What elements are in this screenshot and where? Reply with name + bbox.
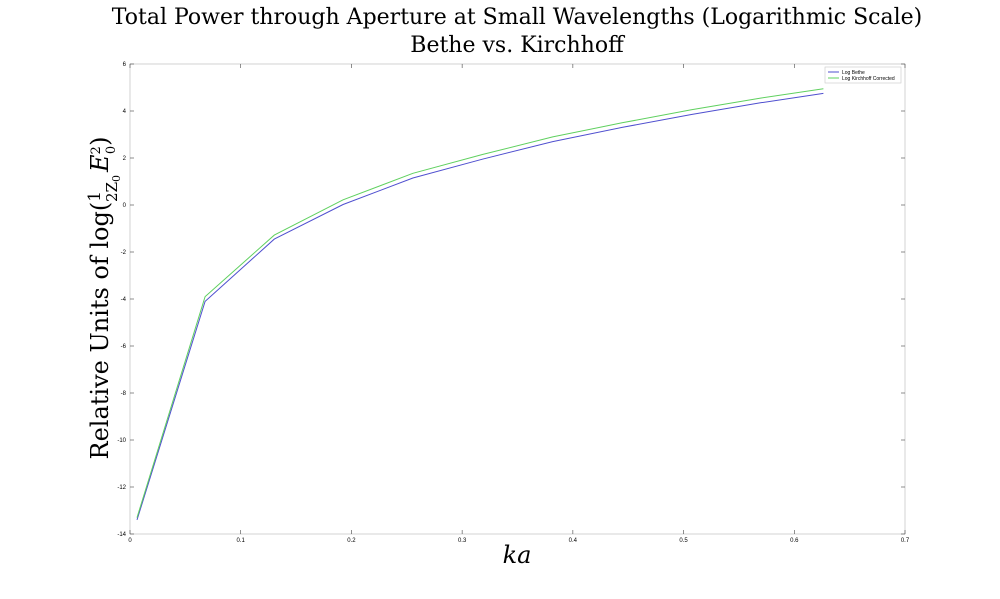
series-line-2 (136, 88, 824, 518)
series-line-1 (136, 92, 824, 521)
y-axis-label-denominator: 2Z (103, 182, 121, 202)
y-axis-label-paren-close: ) (86, 136, 114, 145)
x-tick-label: 0.5 (679, 538, 688, 544)
y-tick-label: -10 (117, 438, 126, 444)
y-axis-label-paren-open: ( (86, 202, 114, 211)
y-tick-label: -12 (117, 485, 126, 491)
axes-box (129, 63, 906, 535)
x-tick-label: 0 (128, 538, 132, 544)
y-tick-label: 0 (123, 203, 127, 209)
y-axis-label-e: E (86, 154, 114, 173)
y-axis-label-e-superscript: 2 (89, 146, 104, 154)
x-tick-label: 0.1 (237, 538, 246, 544)
y-tick-label: -6 (121, 344, 127, 350)
y-axis-label: Relative Units of log(12Z0E20) (85, 136, 123, 459)
y-tick-label: -4 (121, 297, 127, 303)
y-axis-label-e-subscript: 0 (104, 146, 119, 154)
axis-ticks: 0 0.1 0.2 0.3 0.4 0.5 0.6 0.7 -14 -12 -10 -8 -6 -4 -2 0… (117, 62, 910, 544)
y-tick-label: -2 (121, 250, 127, 256)
chart-title: Total Power through Aperture at Small Wa… (112, 5, 922, 30)
y-tick-label: 4 (123, 109, 127, 115)
x-tick-label: 0.6 (790, 538, 799, 544)
y-axis-label-text: Relative Units of log (86, 211, 114, 459)
x-tick-label: 0.2 (347, 538, 356, 544)
legend-label-1: Log Bethe (842, 70, 865, 76)
series-group (136, 88, 824, 521)
y-tick-label: 2 (123, 156, 127, 162)
x-axis-label: ka (503, 541, 532, 569)
legend-box (824, 66, 902, 84)
chart-subtitle: Bethe vs. Kirchhoff (410, 33, 625, 58)
svg-text:Relative Units of log(12Z0E20): Relative Units of log(12Z0E20) (85, 136, 123, 459)
y-axis-label-fraction: 1 (85, 191, 105, 202)
y-axis-label-subscript: 0 (110, 175, 123, 182)
y-tick-label: 6 (123, 62, 127, 68)
y-tick-label: -8 (121, 391, 127, 397)
x-tick-label: 0.4 (569, 538, 578, 544)
x-tick-label: 0.7 (901, 538, 910, 544)
x-tick-label: 0.3 (458, 538, 467, 544)
plot-area: 0 0.1 0.2 0.3 0.4 0.5 0.6 0.7 -14 -12 -10 -8 -6 -4 -2 0… (117, 62, 910, 544)
legend-label-2: Log Kirchhoff Corrected (842, 76, 895, 82)
y-tick-label: -14 (117, 532, 126, 538)
